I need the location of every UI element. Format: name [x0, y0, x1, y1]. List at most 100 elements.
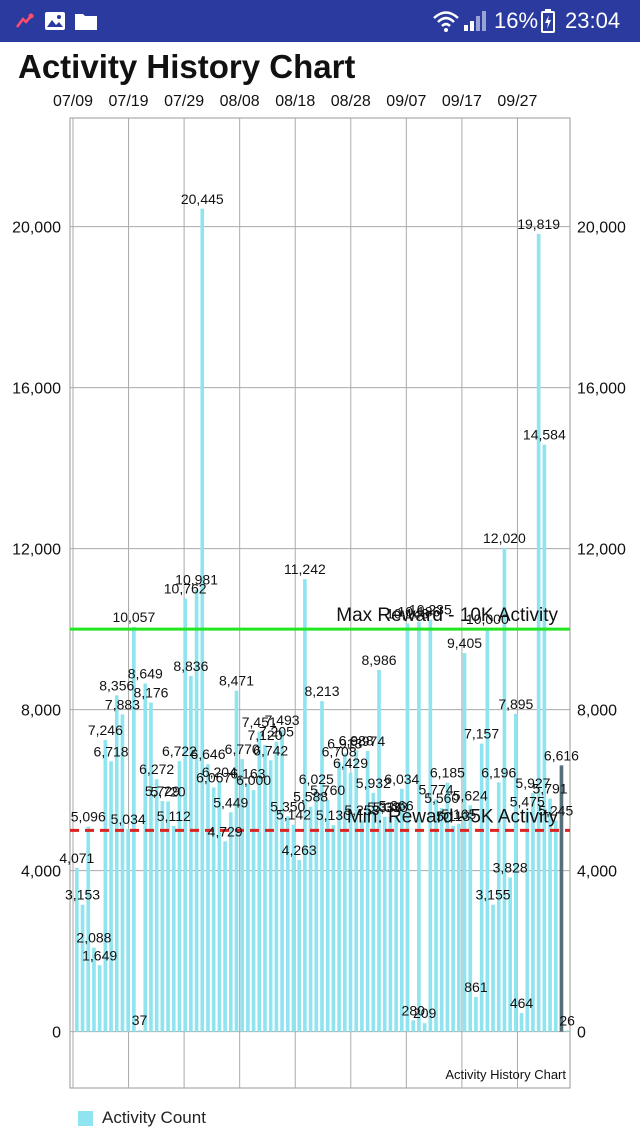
data-label: 5,720: [151, 783, 186, 799]
x-tick-label: 08/18: [275, 93, 315, 110]
data-label: 7,883: [105, 696, 140, 712]
data-label: 6,185: [430, 765, 465, 781]
bar: [223, 841, 227, 1032]
data-label: 8,836: [173, 658, 208, 674]
data-label: 8,471: [219, 673, 254, 689]
data-label: 37: [132, 1012, 148, 1028]
bar: [422, 1023, 427, 1032]
bar: [354, 750, 359, 1032]
bar: [211, 787, 216, 1032]
bar: [103, 740, 108, 1032]
bar: [331, 825, 336, 1032]
bar: [496, 782, 501, 1032]
data-label: 8,176: [133, 685, 168, 701]
bar: [491, 904, 495, 1032]
data-label: 2,088: [76, 930, 111, 946]
data-label: 5,034: [111, 811, 146, 827]
data-label: 4,071: [59, 850, 94, 866]
data-label: 5,560: [424, 790, 459, 806]
legend: Activity Count: [78, 1108, 206, 1128]
bar: [268, 760, 273, 1032]
bar: [371, 792, 376, 1032]
data-label: 7,205: [259, 724, 294, 740]
data-label: 6,742: [253, 742, 288, 758]
data-label: 8,213: [304, 683, 339, 699]
bar: [80, 904, 85, 1032]
data-label: 6,722: [162, 743, 197, 759]
y-tick-label-right: 8,000: [577, 703, 617, 720]
bar: [274, 741, 279, 1032]
data-label: 5,449: [213, 794, 248, 810]
bar: [200, 208, 205, 1032]
bar: [553, 820, 558, 1032]
legend-label: Activity Count: [102, 1108, 206, 1127]
data-label: 4,263: [282, 842, 317, 858]
y-tick-label-right: 16,000: [577, 381, 626, 398]
bar: [457, 823, 461, 1032]
bar: [531, 793, 535, 1032]
bar: [154, 779, 159, 1032]
bar: [417, 621, 421, 1032]
data-label: 11,242: [284, 561, 326, 577]
bar: [320, 701, 324, 1032]
data-label: 5,096: [71, 809, 106, 825]
bar: [462, 653, 467, 1032]
folder-icon: [74, 0, 98, 42]
data-label: 5,366: [379, 798, 414, 814]
bar: [519, 1012, 524, 1032]
data-label: 6,988: [339, 732, 374, 748]
bar: [234, 690, 239, 1032]
x-tick-label: 07/29: [164, 93, 204, 110]
bar: [183, 598, 187, 1032]
data-label: 6,429: [333, 755, 368, 771]
data-label: 6,616: [544, 747, 579, 763]
bar: [434, 799, 438, 1032]
y-tick-label-right: 20,000: [577, 220, 626, 237]
bar: [251, 790, 256, 1032]
data-label: 6,025: [299, 771, 334, 787]
data-label: 10,000: [466, 611, 509, 627]
bar: [382, 816, 387, 1032]
data-label: 5,774: [418, 781, 453, 797]
data-label: 5,253: [344, 802, 379, 818]
bar: [559, 765, 564, 1032]
page-title: Activity History Chart: [18, 48, 356, 85]
data-label: 6,196: [481, 764, 516, 780]
data-label: 7,120: [247, 727, 282, 743]
data-label: 3,155: [476, 887, 511, 903]
x-tick-label: 08/08: [220, 93, 260, 110]
bar: [280, 730, 284, 1032]
data-label: 10,057: [112, 609, 155, 625]
x-tick-label: 09/07: [386, 93, 426, 110]
bar: [109, 761, 113, 1032]
bar: [485, 629, 490, 1032]
data-label: 10,235: [409, 602, 452, 618]
data-label: 10,981: [175, 572, 218, 588]
bar: [314, 789, 319, 1032]
bar: [189, 676, 193, 1032]
bar: [143, 683, 148, 1032]
bar: [137, 1030, 142, 1032]
y-tick-label-left: 0: [52, 1025, 61, 1042]
chart-description: Activity History Chart: [445, 1067, 566, 1082]
data-label: 8,649: [128, 666, 163, 682]
data-label: 5,624: [453, 787, 488, 803]
activity-bar-chart: 0 0 4,000 4,000 8,000 8,000 12,000 12,000 16,000…: [12, 93, 626, 1089]
bar: [542, 444, 547, 1032]
data-label: 209: [413, 1005, 437, 1021]
data-label: 6,718: [94, 743, 129, 759]
data-label: 10,186: [398, 604, 441, 620]
status-bar: 16% 23:04: [0, 0, 640, 42]
bar: [536, 233, 541, 1032]
image-icon: [44, 0, 66, 42]
data-label: 5,927: [515, 775, 550, 791]
x-tick-label: 07/19: [109, 93, 149, 110]
min-reward-label: Min. Reward - 5K Activity: [347, 806, 559, 827]
data-label: 6,067: [196, 769, 231, 785]
data-label: 6,272: [139, 761, 174, 777]
y-tick-label-left: 16,000: [12, 381, 61, 398]
signal-icon: [462, 0, 488, 42]
bar: [246, 783, 250, 1032]
bar: [257, 731, 262, 1032]
data-label: 3,153: [65, 887, 100, 903]
